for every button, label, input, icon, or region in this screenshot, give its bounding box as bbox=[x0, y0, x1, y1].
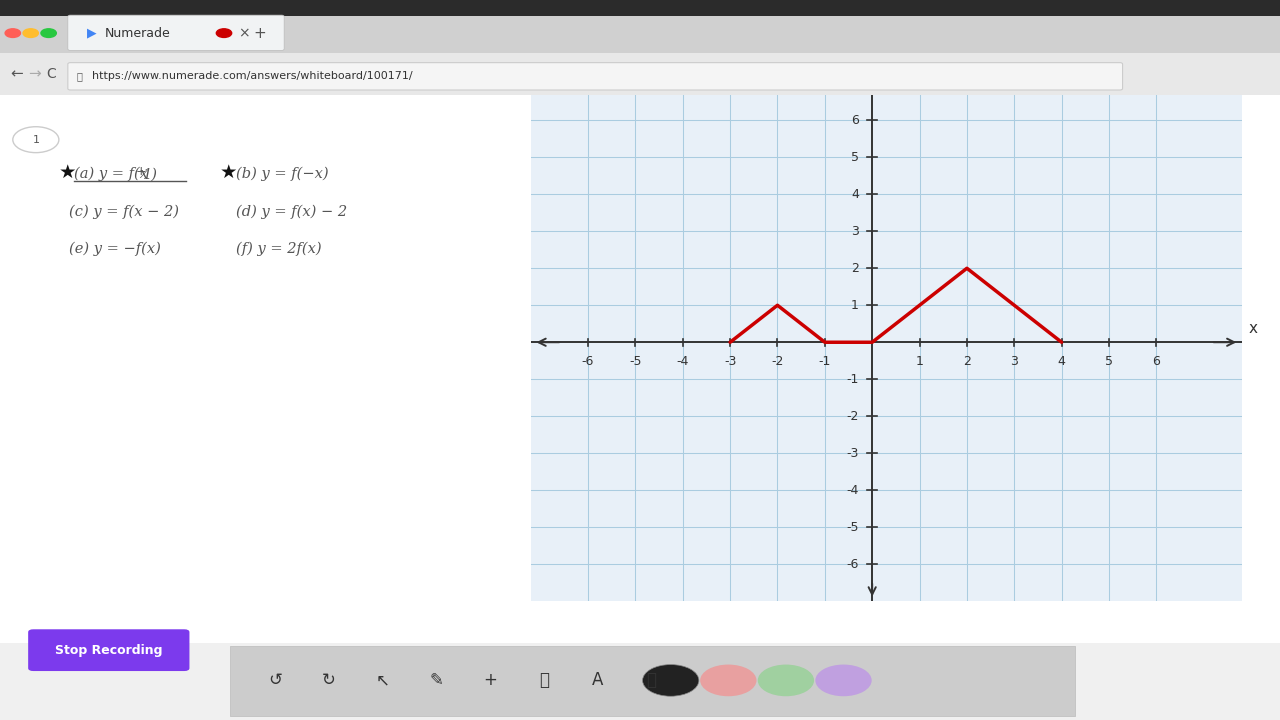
Text: (f) y = 2f(x): (f) y = 2f(x) bbox=[236, 241, 321, 256]
Text: 5: 5 bbox=[1105, 355, 1114, 368]
Text: 1: 1 bbox=[32, 135, 40, 145]
Text: (b) y = f(−x): (b) y = f(−x) bbox=[236, 167, 328, 181]
Text: -1: -1 bbox=[846, 373, 859, 386]
Text: 2: 2 bbox=[963, 355, 970, 368]
Text: 2: 2 bbox=[851, 262, 859, 275]
Text: 3: 3 bbox=[1010, 355, 1018, 368]
Text: -4: -4 bbox=[846, 484, 859, 497]
Text: -2: -2 bbox=[846, 410, 859, 423]
Text: 6: 6 bbox=[851, 114, 859, 127]
Text: -5: -5 bbox=[846, 521, 859, 534]
Text: ↺: ↺ bbox=[269, 671, 282, 690]
Text: 4: 4 bbox=[851, 188, 859, 201]
Text: -3: -3 bbox=[724, 355, 736, 368]
Text: y: y bbox=[881, 68, 890, 84]
Text: 🖼: 🖼 bbox=[646, 671, 657, 690]
Text: (c) y = f(x − 2): (c) y = f(x − 2) bbox=[69, 204, 179, 219]
Text: ←: ← bbox=[10, 67, 23, 81]
Text: ▶: ▶ bbox=[87, 27, 97, 40]
Text: ★: ★ bbox=[220, 163, 238, 182]
Text: -4: -4 bbox=[677, 355, 689, 368]
Text: 1: 1 bbox=[851, 299, 859, 312]
Text: 4: 4 bbox=[1057, 355, 1065, 368]
Text: ✎: ✎ bbox=[430, 671, 443, 690]
Text: 3: 3 bbox=[851, 225, 859, 238]
Text: ×: × bbox=[238, 26, 250, 40]
Text: +: + bbox=[253, 26, 266, 40]
Text: (d) y = f(x) − 2: (d) y = f(x) − 2 bbox=[236, 204, 347, 219]
Text: +: + bbox=[484, 671, 497, 690]
Text: https://www.numerade.com/answers/whiteboard/100171/: https://www.numerade.com/answers/whitebo… bbox=[92, 71, 412, 81]
Text: x: x bbox=[1249, 320, 1258, 336]
Text: →: → bbox=[28, 67, 41, 81]
Text: Stop Recording: Stop Recording bbox=[55, 644, 163, 657]
Text: 1): 1) bbox=[143, 167, 159, 181]
Text: +: + bbox=[136, 165, 146, 178]
Text: 5: 5 bbox=[851, 150, 859, 163]
Text: ★: ★ bbox=[59, 163, 77, 182]
Text: (e) y = −f(x): (e) y = −f(x) bbox=[69, 241, 161, 256]
Text: ↖: ↖ bbox=[376, 671, 389, 690]
Text: 1: 1 bbox=[915, 355, 923, 368]
Text: 6: 6 bbox=[1152, 355, 1160, 368]
Text: -5: -5 bbox=[630, 355, 641, 368]
Text: 🔒: 🔒 bbox=[77, 71, 83, 81]
Text: -1: -1 bbox=[819, 355, 831, 368]
Text: ↻: ↻ bbox=[323, 671, 335, 690]
Text: -3: -3 bbox=[846, 446, 859, 460]
Text: -6: -6 bbox=[846, 558, 859, 571]
Text: Numerade: Numerade bbox=[105, 27, 170, 40]
Text: -2: -2 bbox=[772, 355, 783, 368]
Text: C: C bbox=[46, 67, 56, 81]
Text: (a) y = f(x: (a) y = f(x bbox=[74, 167, 148, 181]
Text: -6: -6 bbox=[582, 355, 594, 368]
Text: A: A bbox=[593, 671, 603, 690]
Text: ⬜: ⬜ bbox=[539, 671, 549, 690]
